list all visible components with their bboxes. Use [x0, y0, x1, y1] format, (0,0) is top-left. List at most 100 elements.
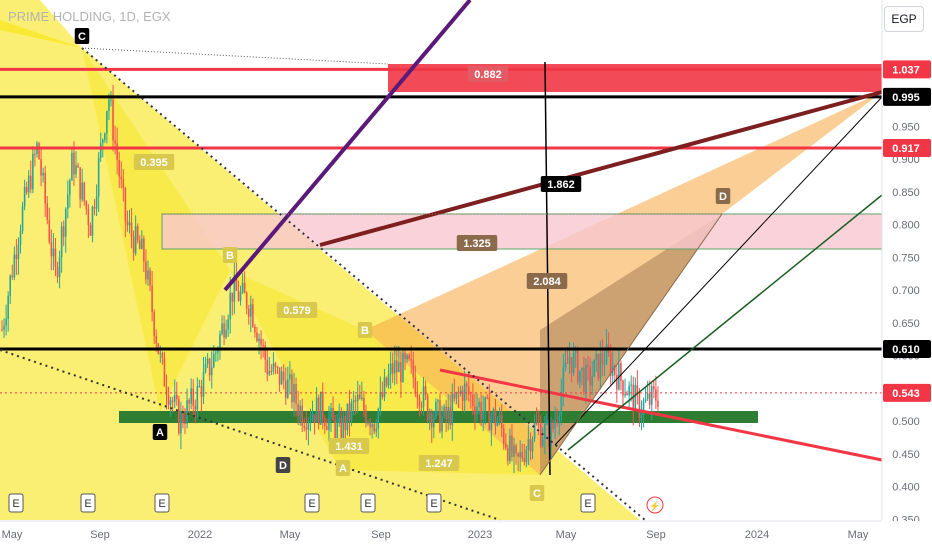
candle-body	[504, 443, 507, 449]
candle-body	[114, 140, 116, 144]
x-tick-6: May	[556, 529, 577, 541]
candle-body	[379, 392, 382, 409]
candle-body	[412, 360, 415, 378]
candle-body	[494, 409, 497, 426]
candle-body	[145, 261, 147, 280]
candle-body	[463, 383, 466, 401]
candle-body	[287, 379, 289, 398]
candle-body	[603, 363, 606, 365]
candle-body	[616, 374, 618, 390]
candle-body	[184, 423, 186, 425]
candle-body	[387, 374, 390, 386]
ratio-label-5-bg	[328, 438, 370, 454]
candle-body	[414, 377, 417, 395]
candle-body	[546, 420, 548, 424]
candle-body	[17, 244, 20, 260]
candle-body	[128, 222, 131, 226]
support-zone	[119, 411, 758, 423]
candle-body	[91, 206, 94, 236]
candle-body	[435, 401, 437, 418]
candle-body	[488, 397, 491, 431]
candle-body	[237, 290, 240, 301]
candle-body	[653, 386, 655, 390]
candle-body	[21, 206, 24, 232]
candle-body	[167, 395, 170, 405]
candle-body	[583, 367, 585, 393]
candle-body	[330, 407, 332, 418]
candle-body	[120, 176, 123, 180]
candle-body	[480, 402, 482, 420]
candle-body	[402, 352, 404, 382]
candle-body	[492, 409, 495, 417]
candle-body	[630, 384, 633, 386]
candle-body	[309, 420, 312, 422]
y-tick-11: 0.400	[892, 482, 920, 494]
candle-body	[301, 405, 304, 426]
candle-body	[50, 242, 53, 257]
xabcd-fill-1	[230, 270, 540, 475]
candle-body	[311, 414, 314, 421]
candle-body	[655, 389, 657, 401]
candle-body	[83, 182, 86, 202]
candle-body	[295, 383, 297, 404]
candle-body	[385, 377, 388, 386]
y-tick-3: 0.850	[892, 187, 920, 199]
candle-body	[73, 152, 75, 175]
candle-body	[210, 367, 213, 376]
candle-body	[554, 420, 556, 429]
pattern-point-d-3-bg	[275, 457, 291, 473]
price-label-bg-3	[883, 340, 931, 359]
x-tick-1: Sep	[90, 529, 110, 541]
chart-title: PRIME HOLDING, 1D, EGX	[8, 9, 171, 24]
candle-body	[597, 353, 600, 379]
candle-body	[104, 133, 106, 140]
price-label-4: 0.543	[892, 388, 920, 400]
resistance-zone	[161, 213, 883, 250]
candle-body	[486, 397, 489, 399]
ratio-label-5: 1.431	[335, 441, 363, 453]
candle-body	[188, 400, 190, 404]
candle-body	[449, 406, 452, 425]
event-marker-2: E	[158, 498, 165, 510]
candle-body	[511, 435, 513, 457]
y-tick-6: 0.700	[892, 285, 920, 297]
candle-body	[79, 167, 81, 200]
candle-body	[451, 393, 454, 425]
vertical-measure	[544, 61, 551, 476]
candle-body	[180, 411, 182, 434]
candle-body	[398, 361, 400, 373]
event-marker-box-4	[360, 493, 376, 513]
candle-body	[338, 418, 341, 424]
candle-body	[245, 293, 248, 309]
candle-body	[280, 371, 283, 385]
price-label-2: 0.917	[892, 143, 920, 155]
candle-body	[149, 270, 151, 286]
currency-button[interactable]: EGP	[884, 6, 924, 32]
candle-body	[620, 363, 622, 381]
candle-body	[531, 438, 534, 452]
candle-body	[25, 187, 28, 193]
candle-body	[122, 179, 125, 189]
candle-body	[194, 405, 197, 410]
channel-lower-dotted	[0, 349, 501, 521]
candle-body	[108, 99, 110, 112]
candle-body	[574, 349, 577, 354]
ratio-label-3-bg	[540, 176, 582, 192]
candle-body	[470, 394, 472, 396]
candle-body	[173, 394, 176, 402]
candle-body	[19, 231, 22, 245]
candle-body	[581, 367, 583, 371]
candle-body	[241, 282, 244, 292]
candle-body	[124, 188, 127, 222]
price-label-0: 1.037	[892, 64, 920, 76]
candle-body	[46, 203, 49, 220]
candle-body	[535, 422, 538, 424]
price-label-bg-1	[883, 87, 931, 106]
candle-body	[638, 392, 641, 419]
candle-body	[89, 225, 92, 236]
candle-body	[138, 240, 141, 249]
candle-body	[219, 334, 221, 351]
candle-body	[274, 363, 277, 367]
